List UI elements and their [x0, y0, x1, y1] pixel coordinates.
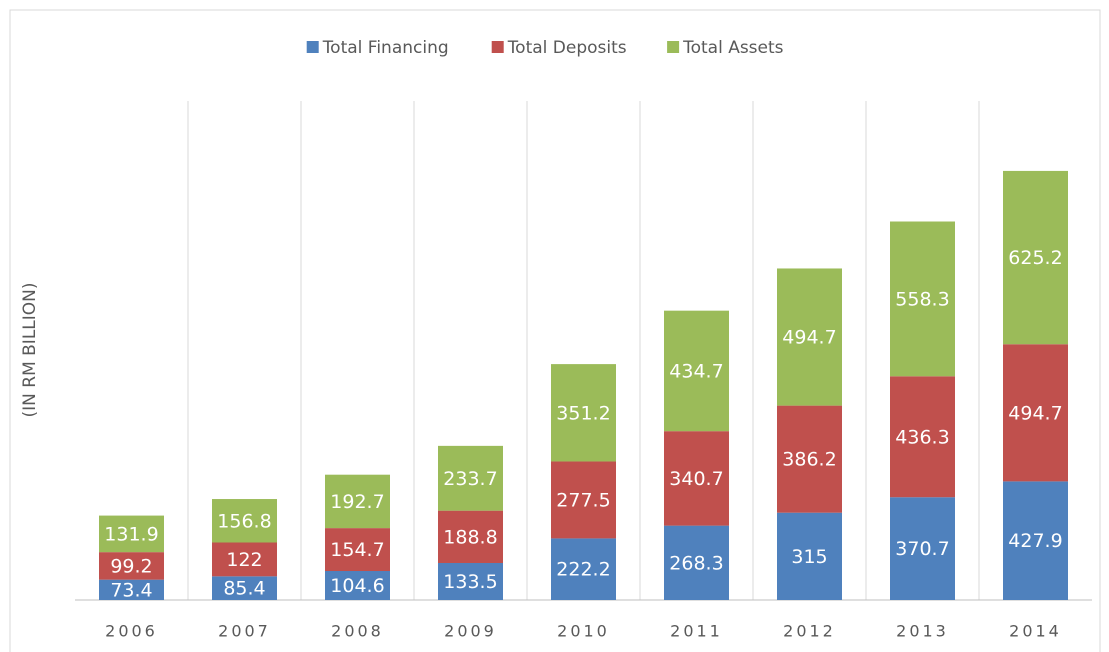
- bar-segment: [777, 405, 842, 513]
- data-label: 133.5: [443, 571, 497, 593]
- x-tick-label: 2008: [331, 622, 384, 641]
- data-label: 192.7: [330, 491, 384, 513]
- x-tick-label: 2013: [896, 622, 949, 641]
- data-label: 436.3: [895, 426, 949, 448]
- data-label: 351.2: [556, 402, 610, 424]
- x-tick-label: 2010: [557, 622, 610, 641]
- data-label: 85.4: [223, 578, 265, 600]
- legend-swatch: [667, 41, 680, 53]
- data-label: 73.4: [110, 579, 152, 601]
- data-label: 386.2: [782, 449, 836, 471]
- legend-label: Total Deposits: [507, 38, 627, 58]
- data-label: 277.5: [556, 489, 610, 511]
- x-tick-label: 2014: [1009, 622, 1062, 641]
- y-axis-label: (IN RM BILLION): [20, 282, 40, 417]
- bar-segment: [438, 510, 503, 563]
- bar-segment: [551, 461, 616, 539]
- bar-segment: [212, 499, 277, 543]
- data-label: 625.2: [1008, 247, 1062, 269]
- data-label: 154.7: [330, 539, 384, 561]
- bar-segment: [664, 310, 729, 432]
- bar-segment: [890, 376, 955, 498]
- bar-segment: [325, 474, 390, 529]
- bar-segment: [1003, 481, 1068, 600]
- data-label: 494.7: [782, 327, 836, 349]
- x-tick-label: 2011: [670, 622, 723, 641]
- data-label: 131.9: [104, 523, 158, 545]
- bar-segment: [325, 571, 390, 600]
- data-label: 268.3: [669, 552, 723, 574]
- data-label: 222.2: [556, 559, 610, 581]
- bar-segment: [777, 512, 842, 600]
- bar-segment: [777, 268, 842, 406]
- bar-segment: [438, 445, 503, 511]
- legend-swatch: [306, 41, 319, 53]
- x-tick-label: 2006: [105, 622, 158, 641]
- data-label: 340.7: [669, 468, 723, 490]
- x-tick-label: 2007: [218, 622, 271, 641]
- bar-segment: [325, 528, 390, 572]
- data-label: 156.8: [217, 510, 271, 532]
- data-label: 494.7: [1008, 402, 1062, 424]
- bar-segment: [212, 576, 277, 600]
- legend-label: Total Financing: [322, 38, 449, 58]
- bar-segment: [890, 221, 955, 377]
- bar-segment: [99, 579, 164, 600]
- data-label: 99.2: [110, 555, 152, 577]
- legend-label: Total Assets: [682, 38, 784, 58]
- bar-segment: [890, 497, 955, 600]
- bar-segment: [664, 431, 729, 526]
- x-tick-label: 2012: [783, 622, 836, 641]
- x-tick-label: 2009: [444, 622, 497, 641]
- data-label: 370.7: [895, 538, 949, 560]
- bar-segment: [438, 562, 503, 600]
- bar-segment: [551, 364, 616, 462]
- bar-segment: [99, 515, 164, 553]
- bar-segment: [1003, 170, 1068, 345]
- data-label: 188.8: [443, 526, 497, 548]
- bar-segment: [1003, 344, 1068, 482]
- data-label: 233.7: [443, 468, 497, 490]
- data-label: 122: [226, 549, 262, 571]
- data-label: 104.6: [330, 575, 384, 597]
- bar-segment: [99, 552, 164, 580]
- legend-swatch: [491, 41, 504, 53]
- data-label: 315: [791, 546, 827, 568]
- bar-segment: [212, 542, 277, 577]
- data-label: 558.3: [895, 288, 949, 310]
- data-label: 427.9: [1008, 530, 1062, 552]
- bar-segment: [551, 538, 616, 600]
- bar-segment: [664, 525, 729, 600]
- data-label: 434.7: [669, 360, 723, 382]
